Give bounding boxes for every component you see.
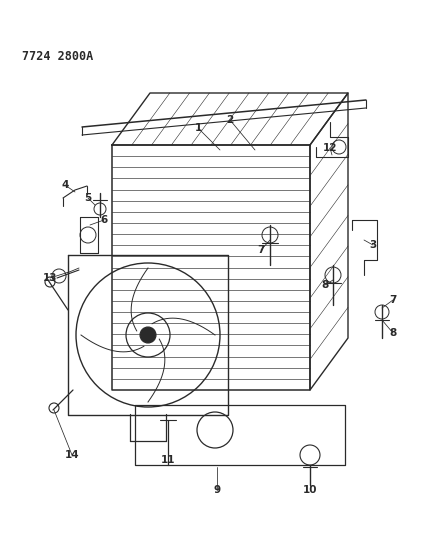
Text: 7: 7 (257, 245, 265, 255)
Text: 6: 6 (101, 215, 107, 225)
Text: 13: 13 (43, 273, 57, 283)
Text: 9: 9 (214, 485, 220, 495)
Text: 14: 14 (65, 450, 79, 460)
Text: 4: 4 (61, 180, 68, 190)
Text: 10: 10 (303, 485, 317, 495)
Text: 2: 2 (226, 115, 234, 125)
Text: 1: 1 (194, 123, 202, 133)
Text: 7724 2800A: 7724 2800A (22, 50, 93, 63)
Text: 5: 5 (84, 193, 92, 203)
Text: 11: 11 (161, 455, 175, 465)
Text: 8: 8 (389, 328, 397, 338)
Text: 3: 3 (369, 240, 377, 250)
Text: 12: 12 (323, 143, 337, 153)
Circle shape (140, 327, 156, 343)
Text: 7: 7 (389, 295, 397, 305)
Text: 8: 8 (321, 280, 329, 290)
